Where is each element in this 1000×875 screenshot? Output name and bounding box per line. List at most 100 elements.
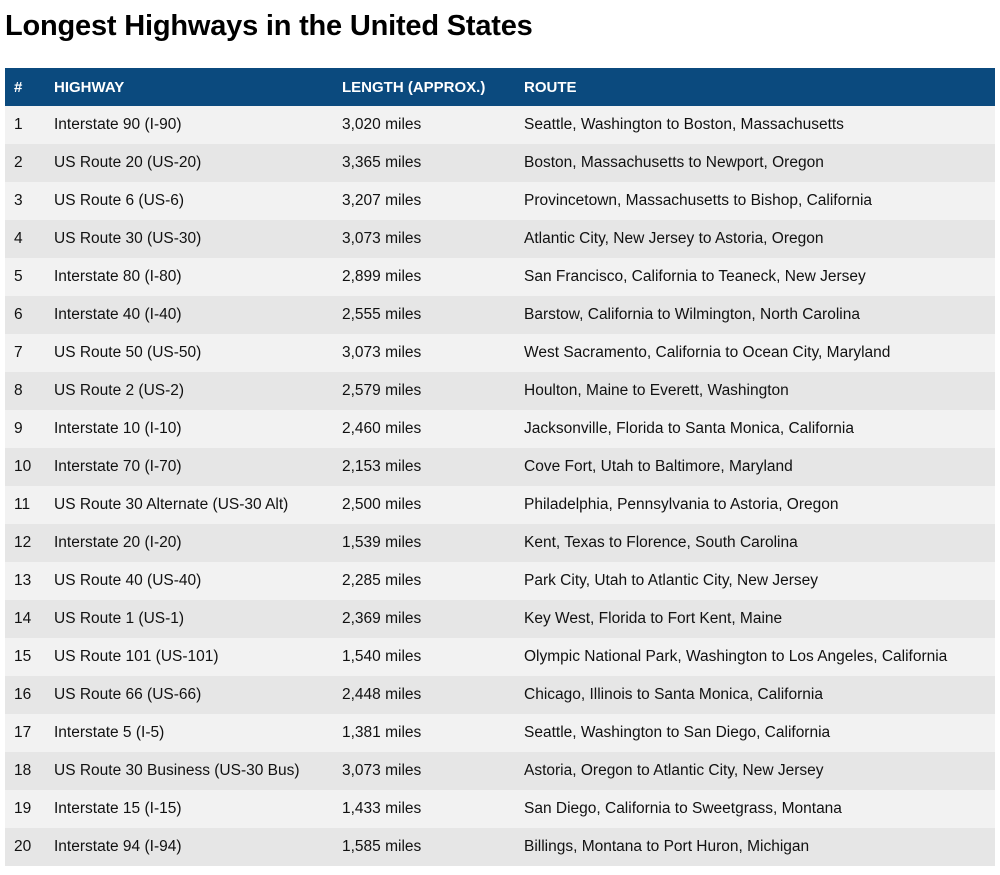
table-row: 12 Interstate 20 (I-20) 1,539 miles Kent, T… [5,524,995,562]
cell-highway: US Route 40 (US-40) [54,562,342,600]
cell-route: Boston, Massachusetts to Newport, Oregon [524,144,995,182]
table-row: 19 Interstate 15 (I-15) 1,433 miles San Die… [5,790,995,828]
table-row: 18 US Route 30 Business (US-30 Bus) 3,073 … [5,752,995,790]
cell-route: Philadelphia, Pennsylvania to Astoria, O… [524,486,995,524]
cell-rank: 4 [5,220,54,258]
cell-highway: US Route 50 (US-50) [54,334,342,372]
cell-length: 2,369 miles [342,600,524,638]
table-row: 10 Interstate 70 (I-70) 2,153 miles Cove Fo… [5,448,995,486]
cell-route: Billings, Montana to Port Huron, Michiga… [524,828,995,866]
cell-rank: 14 [5,600,54,638]
cell-highway: Interstate 40 (I-40) [54,296,342,334]
table-row: 8 US Route 2 (US-2) 2,579 miles Houlton, Ma… [5,372,995,410]
cell-highway: US Route 30 (US-30) [54,220,342,258]
cell-highway: US Route 20 (US-20) [54,144,342,182]
cell-length: 2,285 miles [342,562,524,600]
cell-highway: Interstate 80 (I-80) [54,258,342,296]
table-row: 17 Interstate 5 (I-5) 1,381 miles Seattle, … [5,714,995,752]
cell-length: 3,207 miles [342,182,524,220]
cell-rank: 7 [5,334,54,372]
cell-route: Jacksonville, Florida to Santa Monica, C… [524,410,995,448]
table-row: 16 US Route 66 (US-66) 2,448 miles Chicago,… [5,676,995,714]
cell-highway: Interstate 5 (I-5) [54,714,342,752]
table-row: 11 US Route 30 Alternate (US-30 Alt) 2,500… [5,486,995,524]
cell-route: Houlton, Maine to Everett, Washington [524,372,995,410]
cell-length: 2,448 miles [342,676,524,714]
table-row: 5 Interstate 80 (I-80) 2,899 miles San Fran… [5,258,995,296]
cell-length: 2,153 miles [342,448,524,486]
cell-highway: US Route 30 Business (US-30 Bus) [54,752,342,790]
cell-rank: 16 [5,676,54,714]
cell-route: San Diego, California to Sweetgrass, Mon… [524,790,995,828]
cell-highway: Interstate 90 (I-90) [54,106,342,144]
cell-highway: Interstate 94 (I-94) [54,828,342,866]
cell-length: 1,433 miles [342,790,524,828]
cell-highway: Interstate 20 (I-20) [54,524,342,562]
cell-length: 1,381 miles [342,714,524,752]
cell-length: 1,539 miles [342,524,524,562]
table-header-row: # HIGHWAY LENGTH (APPROX.) ROUTE [5,68,995,106]
cell-highway: US Route 6 (US-6) [54,182,342,220]
cell-rank: 17 [5,714,54,752]
column-header-rank: # [5,68,54,106]
cell-highway: US Route 101 (US-101) [54,638,342,676]
cell-highway: Interstate 70 (I-70) [54,448,342,486]
cell-rank: 6 [5,296,54,334]
cell-rank: 8 [5,372,54,410]
cell-length: 3,020 miles [342,106,524,144]
cell-rank: 12 [5,524,54,562]
cell-rank: 10 [5,448,54,486]
cell-route: San Francisco, California to Teaneck, Ne… [524,258,995,296]
table-row: 20 Interstate 94 (I-94) 1,585 miles Billing… [5,828,995,866]
table-row: 1 Interstate 90 (I-90) 3,020 miles Seattle,… [5,106,995,144]
cell-route: Olympic National Park, Washington to Los… [524,638,995,676]
cell-rank: 11 [5,486,54,524]
cell-rank: 19 [5,790,54,828]
cell-length: 3,365 miles [342,144,524,182]
table-row: 13 US Route 40 (US-40) 2,285 miles Park Cit… [5,562,995,600]
cell-route: Atlantic City, New Jersey to Astoria, Or… [524,220,995,258]
cell-highway: US Route 66 (US-66) [54,676,342,714]
cell-highway: Interstate 10 (I-10) [54,410,342,448]
cell-length: 3,073 miles [342,334,524,372]
highways-table: # HIGHWAY LENGTH (APPROX.) ROUTE 1 Inters… [5,68,995,866]
cell-route: Seattle, Washington to San Diego, Califo… [524,714,995,752]
cell-length: 2,579 miles [342,372,524,410]
cell-highway: US Route 2 (US-2) [54,372,342,410]
cell-route: Key West, Florida to Fort Kent, Maine [524,600,995,638]
cell-length: 3,073 miles [342,220,524,258]
cell-highway: US Route 1 (US-1) [54,600,342,638]
table-row: 2 US Route 20 (US-20) 3,365 miles Boston, M… [5,144,995,182]
cell-route: Kent, Texas to Florence, South Carolina [524,524,995,562]
cell-length: 1,540 miles [342,638,524,676]
cell-length: 1,585 miles [342,828,524,866]
table-row: 15 US Route 101 (US-101) 1,540 miles Olympi… [5,638,995,676]
cell-route: Provincetown, Massachusetts to Bishop, C… [524,182,995,220]
cell-route: Astoria, Oregon to Atlantic City, New Je… [524,752,995,790]
cell-length: 2,460 miles [342,410,524,448]
cell-route: Seattle, Washington to Boston, Massachus… [524,106,995,144]
cell-length: 2,555 miles [342,296,524,334]
cell-length: 2,500 miles [342,486,524,524]
column-header-length: LENGTH (APPROX.) [342,68,524,106]
cell-highway: US Route 30 Alternate (US-30 Alt) [54,486,342,524]
cell-length: 2,899 miles [342,258,524,296]
table-row: 4 US Route 30 (US-30) 3,073 miles Atlantic … [5,220,995,258]
cell-route: Park City, Utah to Atlantic City, New Je… [524,562,995,600]
cell-rank: 2 [5,144,54,182]
cell-length: 3,073 miles [342,752,524,790]
cell-route: Chicago, Illinois to Santa Monica, Calif… [524,676,995,714]
cell-rank: 15 [5,638,54,676]
table-row: 7 US Route 50 (US-50) 3,073 miles West Sacr… [5,334,995,372]
cell-rank: 5 [5,258,54,296]
cell-rank: 9 [5,410,54,448]
cell-rank: 13 [5,562,54,600]
cell-highway: Interstate 15 (I-15) [54,790,342,828]
cell-rank: 3 [5,182,54,220]
column-header-highway: HIGHWAY [54,68,342,106]
table-row: 3 US Route 6 (US-6) 3,207 miles Provincetow… [5,182,995,220]
table-row: 14 US Route 1 (US-1) 2,369 miles Key West, … [5,600,995,638]
cell-route: Barstow, California to Wilmington, North… [524,296,995,334]
cell-route: West Sacramento, California to Ocean Cit… [524,334,995,372]
cell-rank: 20 [5,828,54,866]
